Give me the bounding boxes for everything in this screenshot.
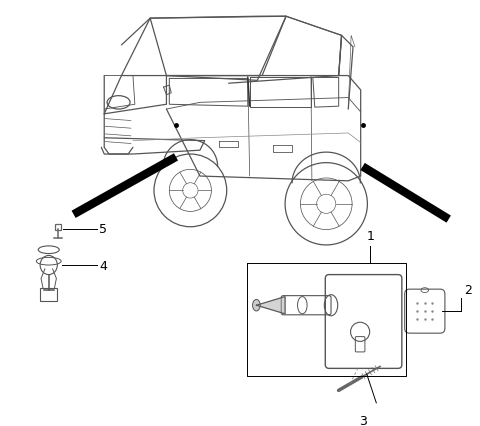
Text: 4: 4 xyxy=(99,259,108,272)
Polygon shape xyxy=(256,297,285,314)
Text: 1: 1 xyxy=(367,230,374,242)
Ellipse shape xyxy=(252,300,260,311)
Text: 3: 3 xyxy=(360,414,367,426)
Text: 5: 5 xyxy=(99,223,108,236)
Text: 2: 2 xyxy=(464,284,472,297)
